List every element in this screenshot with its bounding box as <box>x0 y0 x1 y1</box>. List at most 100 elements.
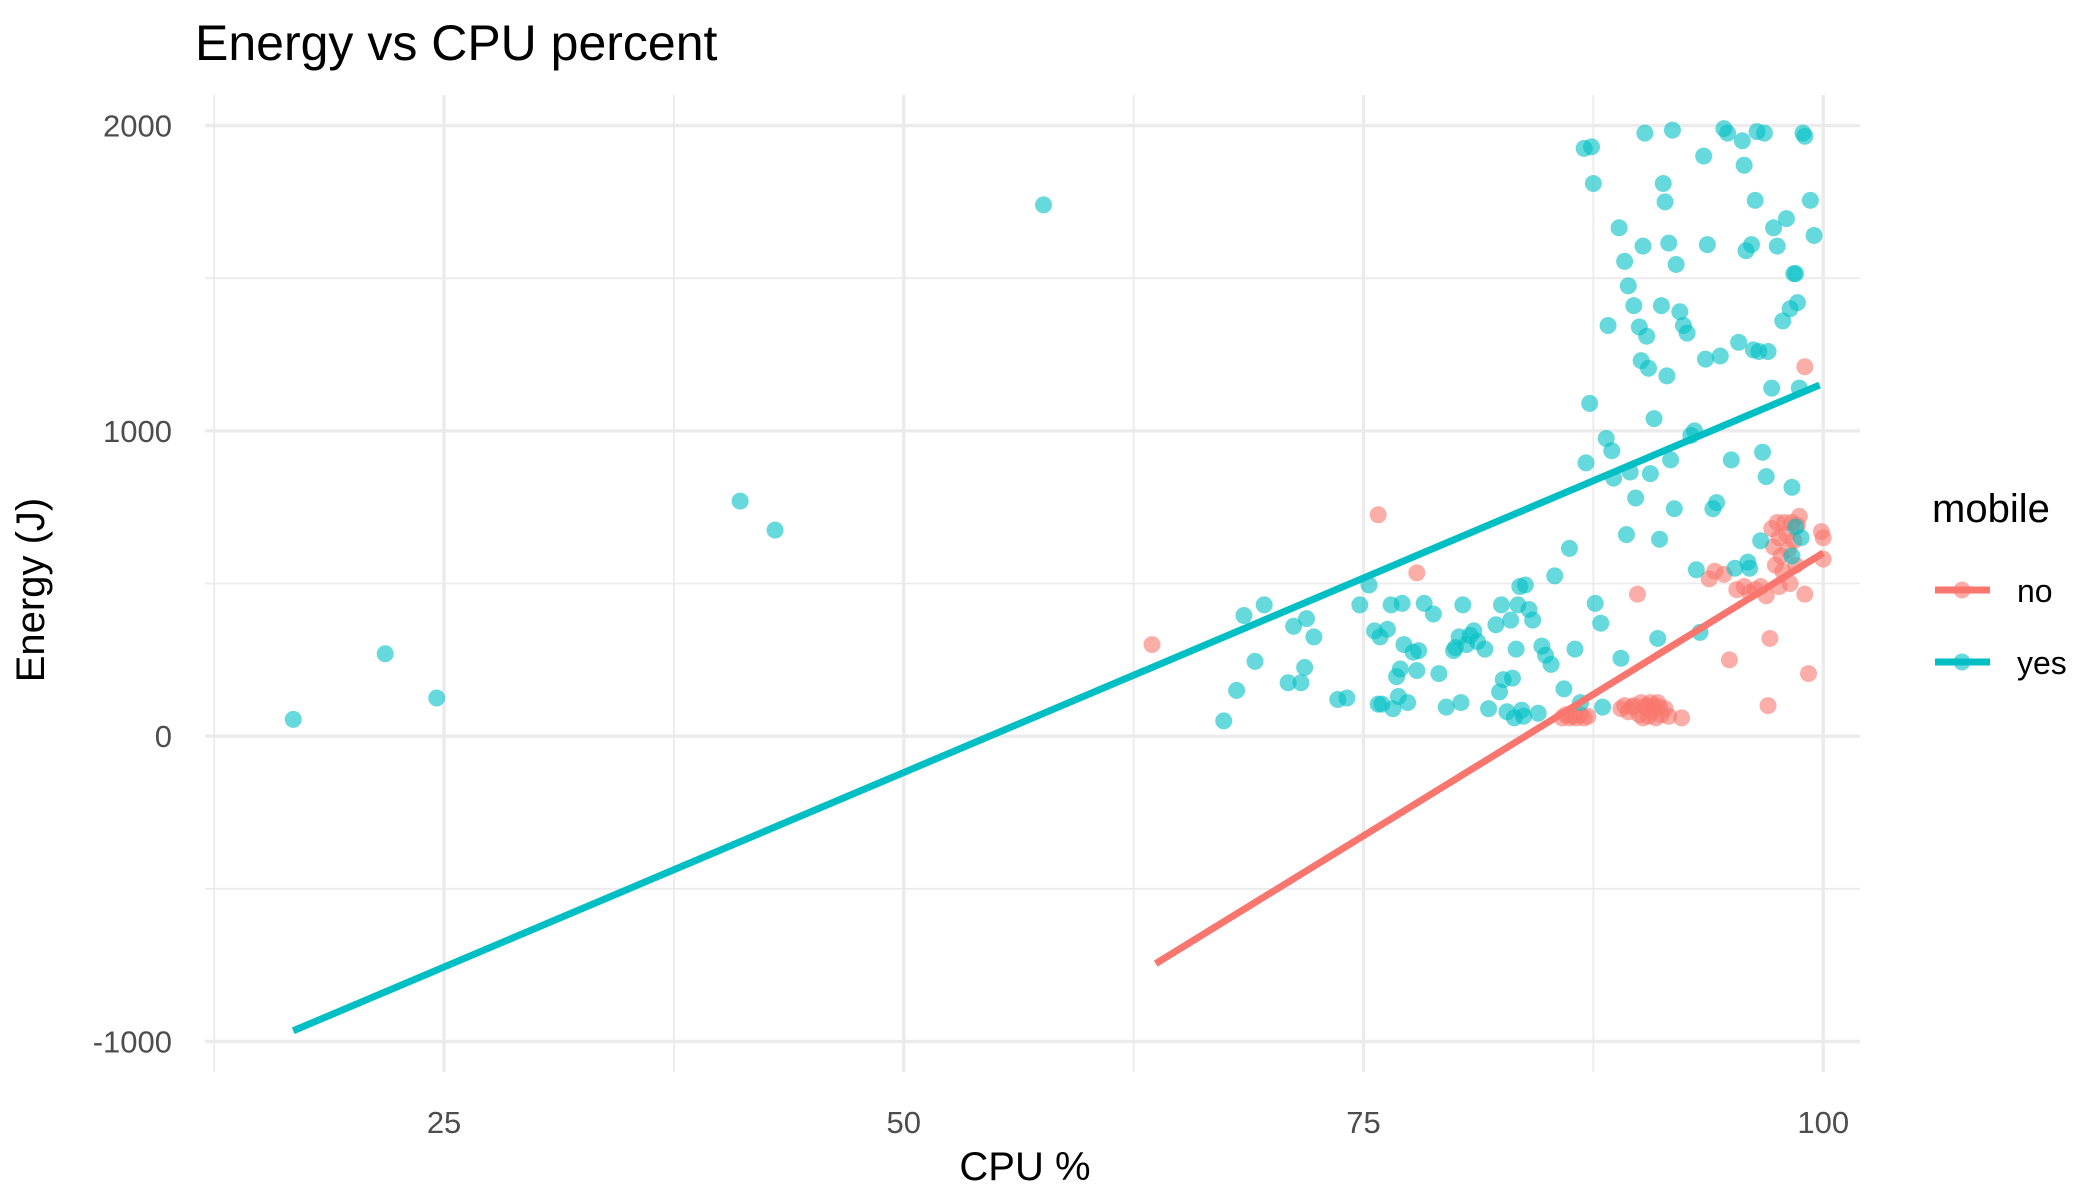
data-point-yes <box>1695 147 1713 165</box>
y-tick-labels: -1000 0 1000 2000 <box>93 109 172 1060</box>
data-point-yes <box>1641 465 1659 483</box>
data-point-yes <box>1566 640 1584 658</box>
y-tick-label: 1000 <box>103 414 172 449</box>
data-point-no <box>1761 629 1779 647</box>
data-point-yes <box>1296 658 1314 676</box>
data-point-yes <box>1787 265 1805 283</box>
data-point-yes <box>1424 605 1442 623</box>
data-point-yes <box>1671 303 1689 321</box>
data-point-no <box>1814 529 1832 547</box>
data-point-yes <box>1719 124 1737 142</box>
data-point-yes <box>1746 191 1764 209</box>
y-tick-label: -1000 <box>93 1024 172 1059</box>
data-point-yes <box>1617 526 1635 544</box>
data-point-yes <box>1638 327 1656 345</box>
legend-items: no yes <box>1935 573 2067 681</box>
data-point-yes <box>1662 451 1680 469</box>
x-tick-label: 25 <box>427 1105 461 1140</box>
data-point-no <box>1796 358 1814 376</box>
data-point-yes <box>1603 442 1621 460</box>
chart-title: Energy vs CPU percent <box>195 15 718 71</box>
data-point-yes <box>1279 674 1297 692</box>
data-point-yes <box>1297 610 1315 628</box>
data-point-no <box>1796 585 1814 603</box>
data-point-yes <box>1546 567 1564 585</box>
data-point-yes <box>1759 342 1777 360</box>
data-point-yes <box>1777 210 1795 228</box>
data-point-yes <box>1476 640 1494 658</box>
data-point-yes <box>1514 707 1532 725</box>
data-point-yes <box>1584 175 1602 193</box>
data-point-yes <box>1502 611 1520 629</box>
data-point-yes <box>1757 468 1775 486</box>
data-point-yes <box>1768 237 1786 255</box>
data-point-yes <box>1391 660 1409 678</box>
x-axis-title: CPU % <box>959 1145 1090 1189</box>
data-point-yes <box>1678 324 1696 342</box>
data-point-no <box>1660 707 1678 725</box>
legend-title: mobile <box>1932 487 2050 531</box>
data-point-yes <box>1612 649 1630 667</box>
data-point-yes <box>1783 547 1801 565</box>
data-point-yes <box>1774 312 1792 330</box>
data-point-yes <box>376 645 394 663</box>
legend-label-yes: yes <box>2017 645 2067 681</box>
data-point-yes <box>1035 196 1053 214</box>
x-tick-label: 75 <box>1346 1105 1380 1140</box>
data-point-yes <box>1652 297 1670 315</box>
data-point-yes <box>1656 193 1674 211</box>
data-point-yes <box>1399 694 1417 712</box>
data-point-yes <box>428 689 446 707</box>
y-tick-label: 0 <box>155 719 172 754</box>
data-point-yes <box>1492 596 1510 614</box>
data-point-yes <box>1634 237 1652 255</box>
minor-gridlines <box>205 95 1860 1072</box>
data-point-yes <box>1616 252 1634 270</box>
data-point-yes <box>1711 347 1729 365</box>
data-point-yes <box>1733 132 1751 150</box>
data-point-yes <box>1667 255 1685 273</box>
data-point-yes <box>1783 478 1801 496</box>
data-point-yes <box>1503 669 1521 687</box>
data-point-no <box>1579 707 1597 725</box>
data-point-yes <box>1645 410 1663 428</box>
data-point-yes <box>1351 596 1369 614</box>
data-point-yes <box>1610 219 1628 237</box>
data-point-yes <box>1393 594 1411 612</box>
data-point-yes <box>1378 620 1396 638</box>
data-point-yes <box>1730 333 1748 351</box>
data-point-yes <box>1625 297 1643 315</box>
data-point-yes <box>766 521 784 539</box>
data-point-yes <box>1658 367 1676 385</box>
data-point-yes <box>1619 277 1637 295</box>
data-point-yes <box>1722 451 1740 469</box>
data-point-yes <box>1305 628 1323 646</box>
data-point-yes <box>1215 712 1233 730</box>
data-point-yes <box>1516 576 1534 594</box>
data-point-no <box>1408 564 1426 582</box>
data-point-yes <box>1228 681 1246 699</box>
data-point-yes <box>1529 704 1547 722</box>
data-point-yes <box>1599 317 1617 335</box>
data-point-no <box>1800 665 1818 683</box>
data-point-yes <box>1338 689 1356 707</box>
data-point-yes <box>1594 698 1612 716</box>
y-axis-title: Energy (J) <box>9 498 53 683</box>
data-point-yes <box>1437 698 1455 716</box>
fit-line-no <box>1153 549 1826 967</box>
data-point-yes <box>1654 175 1672 193</box>
legend-key-point-yes <box>1953 653 1971 671</box>
data-point-yes <box>1741 559 1759 577</box>
data-point-yes <box>1560 539 1578 557</box>
data-point-yes <box>1586 594 1604 612</box>
data-point-yes <box>1660 234 1678 252</box>
data-point-yes <box>1640 359 1658 377</box>
data-point-yes <box>1801 191 1819 209</box>
legend-key-point-no <box>1953 581 1971 599</box>
data-point-yes <box>1698 236 1716 254</box>
data-point-yes <box>1430 665 1448 683</box>
data-point-yes <box>1752 532 1770 550</box>
data-point-yes <box>1454 596 1472 614</box>
data-point-yes <box>1542 655 1560 673</box>
data-point-no <box>1759 697 1777 715</box>
